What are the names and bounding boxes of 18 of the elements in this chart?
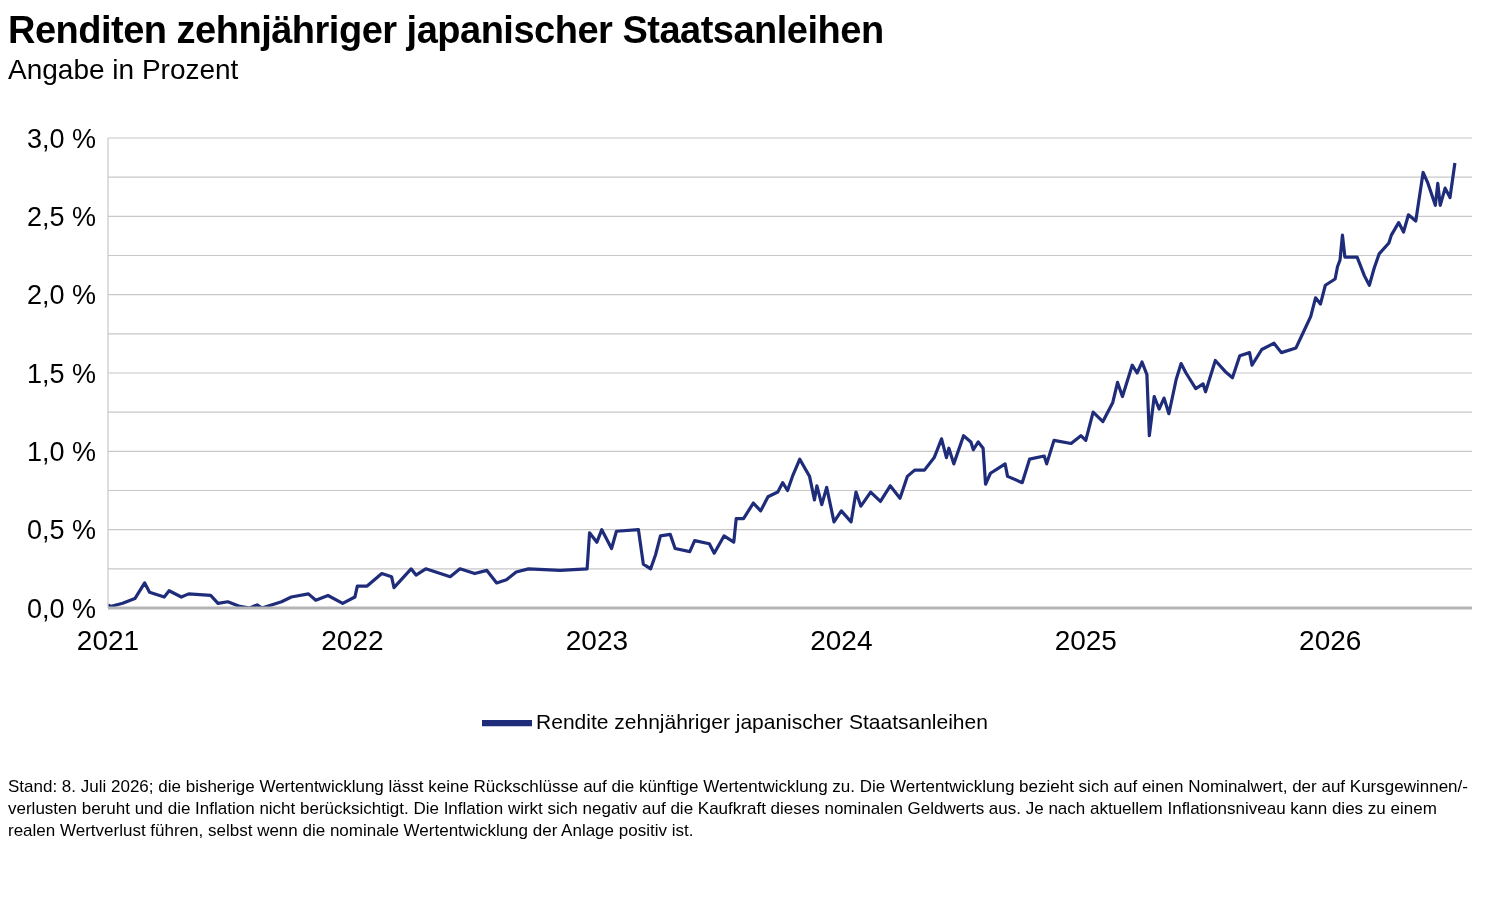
y-tick-label: 1,5 % — [26, 358, 96, 389]
x-tick-label: 2025 — [1054, 624, 1117, 656]
x-tick-label: 2023 — [565, 624, 629, 656]
y-tick-label: 3,0 % — [26, 123, 96, 154]
x-tick-label: 2026 — [1299, 624, 1362, 656]
text: Stand: 8. Juli 2026; die bisherige Wertentwicklung lässt keine Rückschlüsse auf die künftige Wertentwicklung zu. Die Wertentwicklung bezieht sich auf einen Nominalwert, der auf Kursgewinnen/-verlusten beruht und die Inflation nicht berücksichtigt. Die Inflation wirkt sich negativ auf die Kaufkraft dieses nominalen Geldwerts aus. Je nach aktuellem Inflationsniveau kann dies zu einem realen Wertverlust führen, selbst wenn die nominale Wertentwicklung der Anlage positiv ist. — [8, 776, 1469, 842]
y-tick-label: 2,0 % — [26, 280, 96, 311]
legend-label: Rendite zehnjähriger japanischer Staatsanleihen — [536, 709, 988, 733]
x-tick-label: 2024 — [810, 624, 873, 656]
chart-title: Renditen zehnjähriger japanischer Staatsanleihen — [8, 8, 885, 52]
line-series — [108, 161, 1457, 608]
y-tick-label: 0,0 % — [26, 593, 96, 624]
x-tick-label: 2021 — [76, 624, 140, 656]
x-tick-label: 2022 — [321, 624, 384, 656]
y-tick-label: 0,5 % — [26, 515, 96, 546]
chart-subtitle: Angabe in Prozent — [8, 53, 240, 87]
y-tick-label: 1,0 % — [26, 436, 96, 467]
y-tick-label: 2,5 % — [26, 201, 96, 232]
